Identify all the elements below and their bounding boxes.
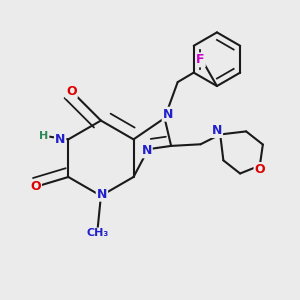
Text: N: N bbox=[212, 124, 222, 137]
Text: F: F bbox=[196, 53, 205, 66]
Text: N: N bbox=[55, 133, 65, 146]
Text: O: O bbox=[254, 163, 265, 176]
Text: N: N bbox=[97, 188, 107, 201]
Text: O: O bbox=[66, 85, 77, 98]
Text: N: N bbox=[163, 108, 173, 121]
Text: CH₃: CH₃ bbox=[86, 228, 109, 239]
Text: H: H bbox=[39, 131, 48, 141]
Text: N: N bbox=[141, 144, 152, 157]
Text: O: O bbox=[30, 180, 41, 193]
